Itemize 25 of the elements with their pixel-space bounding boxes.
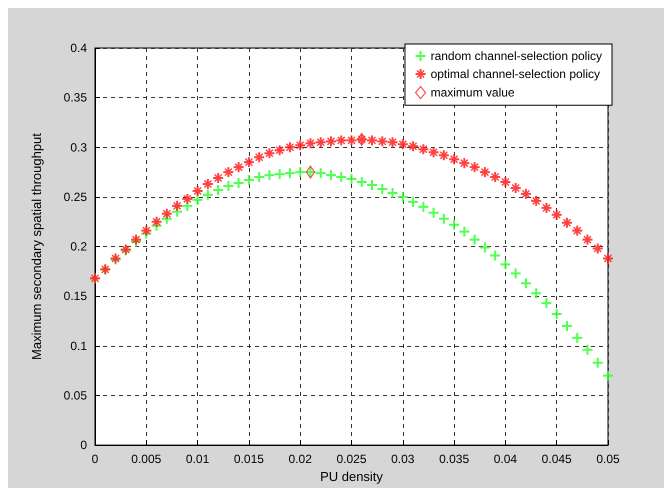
- legend-label: maximum value: [430, 86, 515, 100]
- x-tick-label: 0: [92, 452, 99, 466]
- y-tick-label: 0.4: [70, 41, 88, 55]
- y-tick-label: 0.35: [64, 90, 88, 105]
- y-tick-label: 0.15: [64, 289, 88, 304]
- x-tick-label: 0.01: [186, 452, 210, 466]
- x-axis-title: PU density: [320, 469, 384, 484]
- x-tick-label: 0.005: [131, 452, 162, 466]
- x-tick-label: 0.02: [288, 452, 312, 466]
- x-tick-label: 0.015: [234, 452, 264, 466]
- x-tick-label: 0.03: [391, 452, 415, 466]
- legend-label: random channel-selection policy: [430, 49, 602, 63]
- y-tick-label: 0.05: [64, 388, 88, 402]
- y-tick-label: 0: [80, 438, 88, 452]
- x-tick-label: 0.04: [494, 452, 518, 466]
- y-tick-label: 0.25: [64, 190, 88, 204]
- legend-label: optimal channel-selection policy: [430, 67, 600, 81]
- x-tick-label: 0.025: [336, 452, 367, 466]
- x-tick-label: 0.045: [542, 452, 572, 466]
- x-tick-label: 0.05: [596, 452, 620, 466]
- y-tick-label: 0.1: [70, 338, 88, 353]
- x-tick-label: 0.035: [439, 452, 470, 466]
- y-tick-label: 0.3: [70, 140, 88, 154]
- y-tick-label: 0.2: [70, 240, 88, 254]
- y-axis-title: Maximum secondary spatial throughput: [29, 132, 44, 360]
